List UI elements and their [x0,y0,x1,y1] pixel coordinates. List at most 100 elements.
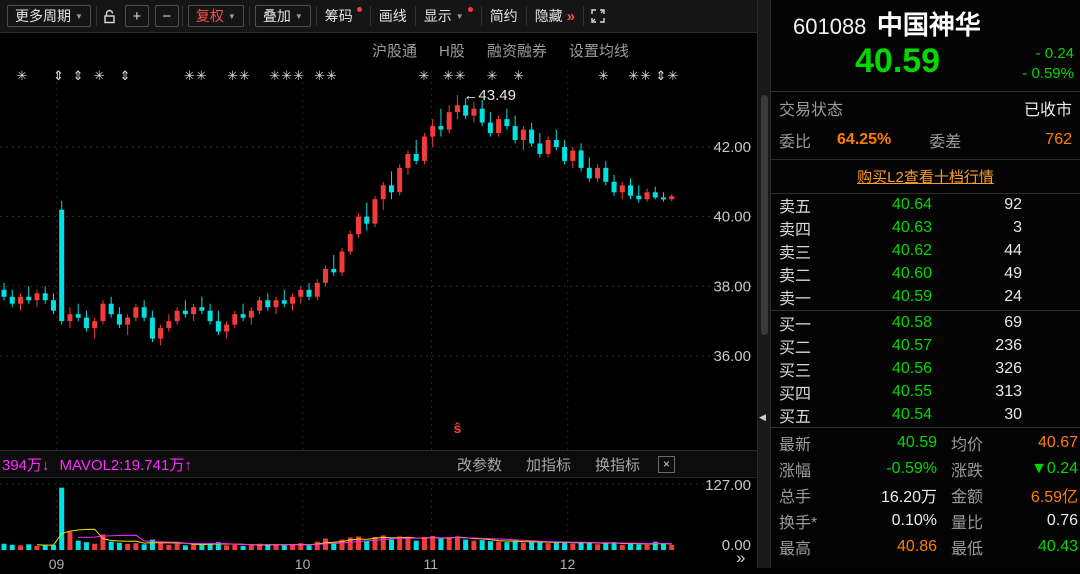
add-indicator-button[interactable]: 加指标 [525,456,571,474]
divider [369,6,371,26]
chevron-down-icon: ▼ [75,11,83,21]
event-marker: ✳✳ [183,68,208,83]
info-label: 最新 [779,436,812,454]
more-period-dropdown[interactable]: 更多周期 ▼ [7,5,91,27]
switch-indicator-button[interactable]: 换指标 [594,456,640,474]
svg-text:38.00: 38.00 [713,278,751,295]
info-label: 量比 [951,514,984,532]
volume-indicator-header: 394万↓ MAVOL2:19.741万↑ 改参数 加指标 换指标 × [0,450,757,478]
collapse-panel-icon[interactable]: ◀ [759,412,766,422]
level-label: 买二 [779,340,812,357]
info-value: 40.67 [1037,433,1078,451]
info-label: 涨幅 [779,462,812,480]
level-label: 买五 [779,409,812,426]
fullscreen-button[interactable] [584,0,612,33]
l2-promo-row: 购买L2查看十档行情 [771,158,1080,194]
display-dropdown[interactable]: 显示 ▼ [416,0,481,33]
quote-info-grid: 最新 40.59 均价 40.67 涨幅 -0.59% 涨跌 ▼0.24 总手 16.20万 金额 6… [771,426,1080,560]
trade-status-row: 交易状态 已收市 [771,92,1080,124]
quote-info-row: 换手* 0.10% 量比 0.76 [771,508,1080,534]
info-value: -0.59% [886,459,937,477]
order-book-row[interactable]: 卖五 40.64 92 [771,194,1080,217]
tab-margin[interactable]: 融资融券 [486,43,547,60]
quote-info-row: 总手 16.20万 金额 6.59亿 [771,482,1080,508]
trade-status-value: 已收市 [1023,101,1072,119]
fuquan-dropdown[interactable]: 复权 ▼ [187,5,244,27]
order-book-row[interactable]: 卖三 40.62 44 [771,240,1080,263]
scroll-right-icon[interactable]: » [736,548,746,567]
simple-mode-button[interactable]: 简约 [489,8,518,24]
lock-button[interactable] [97,0,122,33]
level-volume: 49 [1004,265,1022,282]
order-book-row[interactable]: 买二 40.57 236 [771,335,1080,358]
x-axis-label: 10 [294,556,311,572]
price-block: 40.59 - 0.24 - 0.59% [771,42,1080,91]
level-volume: 30 [1004,406,1022,423]
level-price: 40.58 [891,314,932,331]
event-marker: ⇕ [119,68,132,83]
hide-button[interactable]: 隐藏 » [534,7,576,25]
divider [95,6,97,26]
level-volume: 3 [1013,219,1022,236]
zoom-out-button[interactable]: − [154,5,179,27]
info-value: 16.20万 [880,488,937,506]
weibi-value: 64.25% [837,130,892,148]
svg-text:36.00: 36.00 [713,348,751,365]
volume-chart[interactable]: 127.00 0.00 [0,478,757,552]
x-axis-label: 12 [559,556,576,572]
tab-hshare[interactable]: H股 [439,43,465,60]
svg-text:40.00: 40.00 [713,209,751,226]
overlay-dropdown[interactable]: 叠加 ▼ [254,5,311,27]
order-book-row[interactable]: 买三 40.56 326 [771,358,1080,381]
chips-button[interactable]: 筹码 [317,0,370,33]
event-marker: ⇕ [72,68,85,83]
order-book-row[interactable]: 买四 40.55 313 [771,381,1080,404]
x-axis-label: 09 [48,556,65,572]
panel-scrollbar[interactable]: ◀ [757,0,770,568]
order-book-row[interactable]: 买一 40.58 69 [771,312,1080,335]
zoom-in-button[interactable]: + [124,5,149,27]
quote-info-row: 涨幅 -0.59% 涨跌 ▼0.24 [771,456,1080,482]
last-price: 40.59 [855,42,941,80]
event-marker: ✳ [16,68,29,83]
level-price: 40.55 [891,383,932,400]
l2-purchase-link[interactable]: 购买L2查看十档行情 [857,168,994,186]
order-book-row[interactable]: 卖二 40.60 49 [771,263,1080,286]
level-price: 40.54 [891,406,932,423]
close-indicator-icon[interactable]: × [658,455,675,473]
event-marker: ⇕ [52,68,65,83]
mavol1-label: 394万↓ [2,456,50,474]
order-book-row[interactable]: 卖四 40.63 3 [771,217,1080,240]
tab-ma-settings[interactable]: 设置均线 [568,43,629,60]
level-label: 卖四 [779,222,812,239]
info-label: 最低 [951,540,984,558]
scrollbar-handle[interactable] [761,95,768,335]
event-marker: ✳✳ [442,68,467,83]
event-marker: ⇕✳ [655,68,680,83]
level-price: 40.60 [891,265,932,282]
level-price: 40.62 [891,242,932,259]
divider [771,90,1080,92]
info-label: 总手 [779,488,812,506]
tab-hugutong[interactable]: 沪股通 [372,43,418,60]
price-change: - 0.24 [1035,45,1074,62]
svg-text:127.00: 127.00 [705,478,751,494]
quote-panel: 601088 中国神华 40.59 - 0.24 - 0.59% 交易状态 已收… [770,0,1080,568]
lock-icon [104,9,115,23]
price-chart[interactable]: 42.00 40.00 38.00 36.00 ←43.49 ŝ [0,62,757,450]
level-label: 卖三 [779,245,812,262]
order-book-row[interactable]: 买五 40.54 30 [771,404,1080,427]
level-label: 卖二 [779,268,812,285]
level-label: 卖一 [779,291,812,308]
svg-text:0.00: 0.00 [722,537,751,552]
level-volume: 313 [995,383,1022,400]
order-book-row[interactable]: 卖一 40.59 24 [771,286,1080,309]
divider [315,6,317,26]
svg-text:42.00: 42.00 [713,139,751,156]
info-value: 0.10% [891,511,937,529]
divider [248,6,250,26]
draw-line-button[interactable]: 画线 [378,8,407,24]
change-params-button[interactable]: 改参数 [456,456,502,474]
level-price: 40.64 [891,196,932,213]
stock-name: 中国神华 [876,10,981,40]
